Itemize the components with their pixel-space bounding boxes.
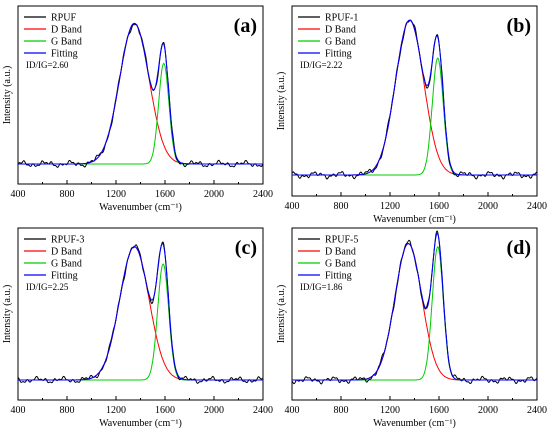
x-axis-title: Wavenumber (cm⁻¹)	[373, 214, 456, 225]
panel-0: 400 800 1200 1600 2000 2400 Wavenumber (cm⁻¹) I…	[2, 5, 273, 213]
panel-letter: (a)	[234, 15, 257, 37]
x-tick-label: 1600	[429, 201, 449, 212]
legend-entry: RPUF-5	[325, 235, 358, 246]
panel-2: 400 800 1200 1600 2000 2400 Wavenumber (cm⁻¹) I…	[2, 227, 273, 429]
x-tick-label: 1200	[106, 405, 126, 416]
g-band-line	[292, 57, 537, 176]
fitting-line	[18, 242, 263, 381]
legend-entry: D Band	[51, 247, 82, 258]
legend-entry: G Band	[51, 37, 82, 48]
x-axis-title: Wavenumber (cm⁻¹)	[373, 418, 456, 429]
x-tick-label: 2400	[527, 405, 547, 416]
x-tick-label: 2400	[253, 189, 273, 200]
x-tick-label: 1200	[380, 201, 400, 212]
y-axis-title: Intensity (a.u.)	[2, 66, 13, 125]
x-tick-label: 800	[60, 405, 75, 416]
panel-3: 400 800 1200 1600 2000 2400 Wavenumber (cm⁻¹) I…	[276, 227, 547, 429]
x-tick-label: 2000	[204, 405, 224, 416]
x-tick-label: 2400	[527, 201, 547, 212]
x-tick-label: 1200	[380, 405, 400, 416]
x-axis-title: Wavenumber (cm⁻¹)	[99, 202, 182, 213]
legend-entry: Fitting	[325, 271, 352, 282]
legend-entry: D Band	[325, 25, 356, 36]
x-tick-label: 400	[11, 405, 26, 416]
legend-entry: Fitting	[51, 271, 78, 282]
x-tick-label: 1600	[155, 405, 175, 416]
fitting-line	[292, 19, 537, 176]
legend-entry: D Band	[325, 247, 356, 258]
x-tick-label: 2000	[204, 189, 224, 200]
x-tick-label: 2000	[478, 201, 498, 212]
x-tick-label: 1600	[429, 405, 449, 416]
x-tick-label: 800	[60, 189, 75, 200]
y-axis-title: Intensity (a.u.)	[276, 72, 287, 131]
y-axis-title: Intensity (a.u.)	[276, 285, 287, 344]
x-tick-label: 2000	[478, 405, 498, 416]
legend-entry: RPUF	[51, 13, 76, 24]
panel-letter: (d)	[507, 237, 531, 259]
x-tick-label: 1600	[155, 189, 175, 200]
legend-entry: Fitting	[325, 49, 352, 60]
x-tick-label: 800	[334, 201, 349, 212]
legend-entry: D Band	[51, 25, 82, 36]
id-ig-ratio-label: ID/IG=2.60	[26, 60, 69, 70]
fitting-line	[18, 22, 263, 165]
x-tick-label: 400	[285, 201, 300, 212]
legend-entry: G Band	[325, 37, 356, 48]
panel-1: 400 800 1200 1600 2000 2400 Wavenumber (cm⁻¹) I…	[276, 5, 547, 225]
x-tick-label: 1200	[106, 189, 126, 200]
x-axis-title: Wavenumber (cm⁻¹)	[99, 418, 182, 429]
x-tick-label: 2400	[253, 405, 273, 416]
legend-entry: RPUF-3	[51, 235, 84, 246]
x-tick-label: 400	[11, 189, 26, 200]
legend-entry: RPUF-1	[325, 13, 358, 24]
y-axis-title: Intensity (a.u.)	[2, 285, 13, 344]
id-ig-ratio-label: ID/IG=2.22	[300, 60, 342, 70]
legend-entry: G Band	[325, 259, 356, 270]
fitting-line	[292, 232, 537, 381]
id-ig-ratio-label: ID/IG=2.25	[26, 282, 69, 292]
legend-entry: Fitting	[51, 49, 78, 60]
panel-letter: (b)	[507, 15, 531, 37]
panel-letter: (c)	[235, 237, 257, 259]
id-ig-ratio-label: ID/IG=1.86	[300, 282, 343, 292]
x-tick-label: 800	[334, 405, 349, 416]
g-band-line	[18, 62, 263, 165]
legend-entry: G Band	[51, 259, 82, 270]
x-tick-label: 400	[285, 405, 300, 416]
